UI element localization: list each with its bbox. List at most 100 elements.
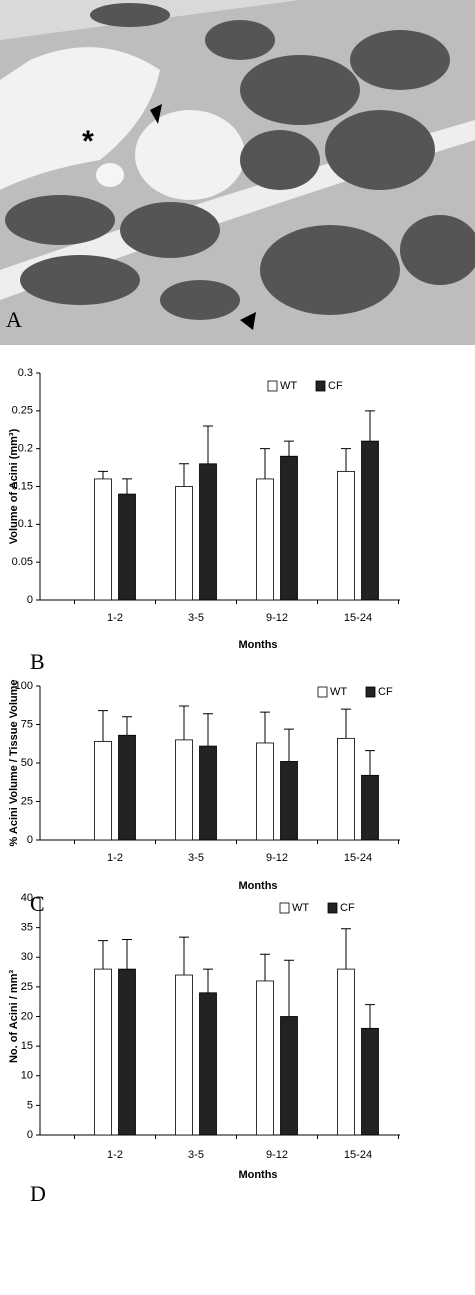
bar [361, 774, 379, 841]
legend-label: CF [378, 686, 393, 698]
error-bar [122, 938, 132, 970]
error-bar [203, 713, 213, 747]
bar [199, 463, 217, 601]
x-tick-label: 9-12 [266, 852, 288, 864]
micrograph: * A [0, 0, 475, 345]
bar [118, 734, 136, 841]
x-tick-label: 9-12 [266, 612, 288, 624]
bar [337, 470, 355, 601]
legend-label: WT [280, 380, 297, 392]
legend-label: WT [292, 902, 309, 914]
panel-label: B [30, 649, 45, 674]
bar [118, 968, 136, 1136]
error-bar [260, 711, 270, 743]
y-axis-title: % Acini Volume / Tissue Volume [8, 679, 20, 846]
y-tick-label: 0 [27, 594, 33, 606]
panel-label: D [30, 1181, 46, 1206]
y-tick-label: 0.3 [18, 367, 33, 379]
x-axis-title: Months [238, 1169, 277, 1181]
y-tick-label: 0 [27, 1129, 33, 1141]
bar [175, 974, 193, 1136]
error-bar [203, 425, 213, 464]
error-bar [260, 448, 270, 479]
y-tick-label: 30 [21, 951, 33, 963]
bar [94, 478, 112, 601]
error-bar [98, 710, 108, 742]
x-tick-label: 3-5 [188, 612, 204, 624]
error-bar [284, 440, 294, 457]
x-axis-title: Months [238, 639, 277, 651]
annotation: * [82, 125, 94, 158]
y-tick-label: 75 [21, 718, 33, 730]
legend-swatch [315, 380, 326, 392]
bar [199, 992, 217, 1136]
x-axis-title: Months [238, 880, 277, 892]
bar [361, 440, 379, 601]
y-axis-title: No. of Acini / mm³ [8, 970, 20, 1063]
y-tick-label: 20 [21, 1010, 33, 1022]
legend-swatch [365, 686, 376, 698]
legend-label: CF [340, 902, 355, 914]
legend-swatch [267, 380, 278, 392]
error-bar [341, 708, 351, 739]
y-tick-label: 0.1 [18, 518, 33, 530]
panel-label: A [6, 307, 22, 332]
bar [175, 739, 193, 841]
bar [94, 968, 112, 1136]
legend-swatch [279, 902, 290, 914]
error-bar [260, 953, 270, 981]
y-tick-label: 35 [21, 922, 33, 934]
bar [280, 1016, 298, 1136]
bar [361, 1027, 379, 1136]
error-bar [365, 1004, 375, 1029]
bar-chart: 0 0.05 0.1 0.15 0.2 0.25 0.3 1-2 3-5 9-12 15-24 WT C… [8, 367, 400, 674]
legend-label: CF [328, 380, 343, 392]
y-tick-label: 100 [15, 680, 33, 692]
error-bar [179, 936, 189, 976]
error-bar [122, 478, 132, 495]
bar [175, 486, 193, 601]
error-bar [122, 716, 132, 736]
y-tick-label: 50 [21, 757, 33, 769]
bar [256, 980, 274, 1136]
error-bar [284, 959, 294, 1017]
legend-swatch [317, 686, 328, 698]
x-tick-label: 3-5 [188, 852, 204, 864]
y-tick-label: 15 [21, 1040, 33, 1052]
y-tick-label: 0.15 [12, 480, 33, 492]
y-tick-label: 40 [21, 892, 33, 904]
y-tick-label: 5 [27, 1099, 33, 1111]
x-tick-label: 1-2 [107, 612, 123, 624]
bar [280, 455, 298, 601]
bar [256, 478, 274, 601]
x-tick-label: 1-2 [107, 1149, 123, 1161]
y-tick-label: 0.2 [18, 443, 33, 455]
bar [94, 741, 112, 841]
y-tick-label: 10 [21, 1070, 33, 1082]
y-tick-label: 0.05 [12, 556, 33, 568]
x-tick-label: 3-5 [188, 1149, 204, 1161]
x-tick-label: 15-24 [344, 1149, 372, 1161]
error-bar [365, 750, 375, 776]
legend-swatch [327, 902, 338, 914]
x-tick-label: 9-12 [266, 1149, 288, 1161]
bar [199, 745, 217, 841]
legend-label: WT [330, 686, 347, 698]
y-tick-label: 25 [21, 981, 33, 993]
bar [280, 761, 298, 841]
error-bar [365, 410, 375, 442]
y-axis-title: Volume of Acini (mm³) [8, 428, 20, 544]
x-tick-label: 1-2 [107, 852, 123, 864]
bar [337, 968, 355, 1136]
error-bar [341, 928, 351, 970]
error-bar [98, 470, 108, 479]
error-bar [341, 448, 351, 472]
bar-chart: 0 25 50 75 100 1-2 3-5 9-12 15-24 WT CF % Acini Vol… [8, 679, 400, 916]
error-bar [203, 968, 213, 993]
bar [118, 493, 136, 601]
error-bar [284, 728, 294, 762]
bar-chart: 0 5 10 15 20 25 30 35 40 1-2 3-5 9-12 15-24 WT CF No. o… [8, 892, 400, 1206]
y-tick-label: 0 [27, 834, 33, 846]
bar [337, 737, 355, 841]
